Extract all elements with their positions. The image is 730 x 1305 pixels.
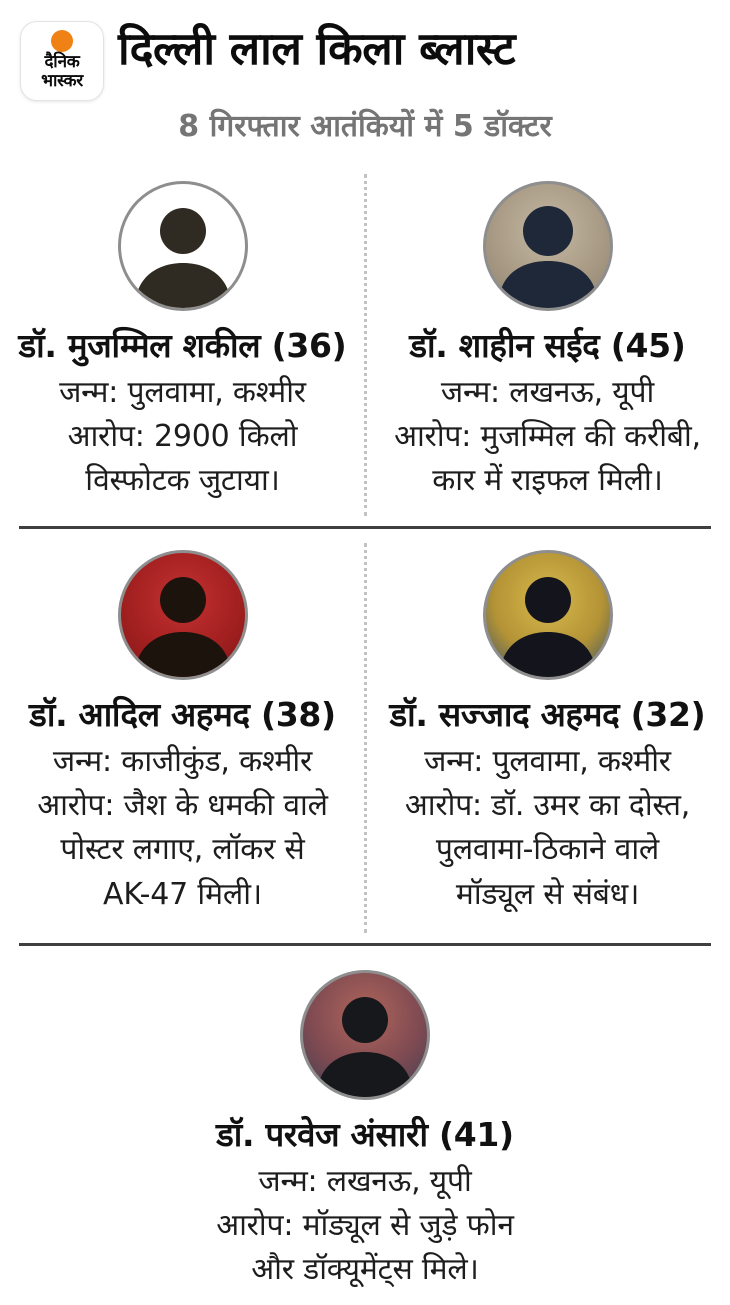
person-name: डॉ. परवेज अंसारी (41): [216, 1115, 514, 1154]
person-name: डॉ. सज्जाद अहमद (32): [389, 695, 706, 734]
person-details: जन्म: लखनऊ, यूपी आरोप: मॉड्यूल से जुड़े …: [216, 1163, 514, 1288]
person-silhouette-icon: [134, 208, 231, 308]
card-row-2: डॉ. आदिल अहमद (38) जन्म: काजीकुंड, कश्मी…: [0, 529, 730, 943]
column-divider: [364, 174, 367, 516]
person-details: जन्म: पुलवामा, कश्मीर आरोप: डॉ. उमर का द…: [404, 743, 691, 912]
person-silhouette-icon: [134, 577, 231, 677]
column-divider: [364, 543, 367, 933]
person-name: डॉ. शाहीन सईद (45): [409, 326, 686, 365]
row-divider: [19, 943, 711, 946]
person-photo: [117, 181, 248, 311]
dainik-bhaskar-logo: दैनिक भास्कर: [20, 21, 104, 101]
person-silhouette-icon: [497, 206, 598, 308]
person-details: जन्म: काजीकुंड, कश्मीर आरोप: जैश के धमकी…: [37, 743, 328, 912]
row-divider: [19, 526, 711, 529]
person-silhouette-icon: [499, 577, 596, 677]
header: दैनिक भास्कर दिल्ली लाल किला ब्लास्ट 8 ग…: [0, 0, 730, 160]
person-photo: [300, 970, 430, 1100]
logo-text-line1: दैनिक: [44, 52, 80, 72]
page-subtitle: 8 गिरफ्तार आतंकियों में 5 डॉक्टर: [178, 109, 552, 144]
person-photo: [482, 181, 613, 311]
sun-dot-icon: [51, 30, 73, 52]
person-card: डॉ. परवेज अंसारी (41) जन्म: लखनऊ, यूपी आ…: [115, 946, 615, 1305]
person-card: डॉ. सज्जाद अहमद (32) जन्म: पुलवामा, कश्म…: [365, 529, 730, 943]
person-photo: [482, 550, 613, 680]
person-photo: [117, 550, 248, 680]
page-title: दिल्ली लाल किला ब्लास्ट: [118, 22, 516, 75]
person-silhouette-icon: [317, 997, 413, 1097]
logo-text-line2: भास्कर: [41, 71, 83, 92]
person-name: डॉ. मुजम्मिल शकील (36): [18, 326, 347, 365]
person-card: डॉ. मुजम्मिल शकील (36) जन्म: पुलवामा, कश…: [0, 160, 365, 526]
person-details: जन्म: लखनऊ, यूपी आरोप: मुजम्मिल की करीबी…: [394, 374, 701, 499]
person-name: डॉ. आदिल अहमद (38): [29, 695, 336, 734]
person-details: जन्म: पुलवामा, कश्मीर आरोप: 2900 किलो वि…: [59, 374, 306, 499]
card-row-1: डॉ. मुजम्मिल शकील (36) जन्म: पुलवामा, कश…: [0, 160, 730, 526]
person-card: डॉ. आदिल अहमद (38) जन्म: काजीकुंड, कश्मी…: [0, 529, 365, 943]
card-row-3: डॉ. परवेज अंसारी (41) जन्म: लखनऊ, यूपी आ…: [0, 946, 730, 1305]
person-card: डॉ. शाहीन सईद (45) जन्म: लखनऊ, यूपी आरोप…: [365, 160, 730, 526]
